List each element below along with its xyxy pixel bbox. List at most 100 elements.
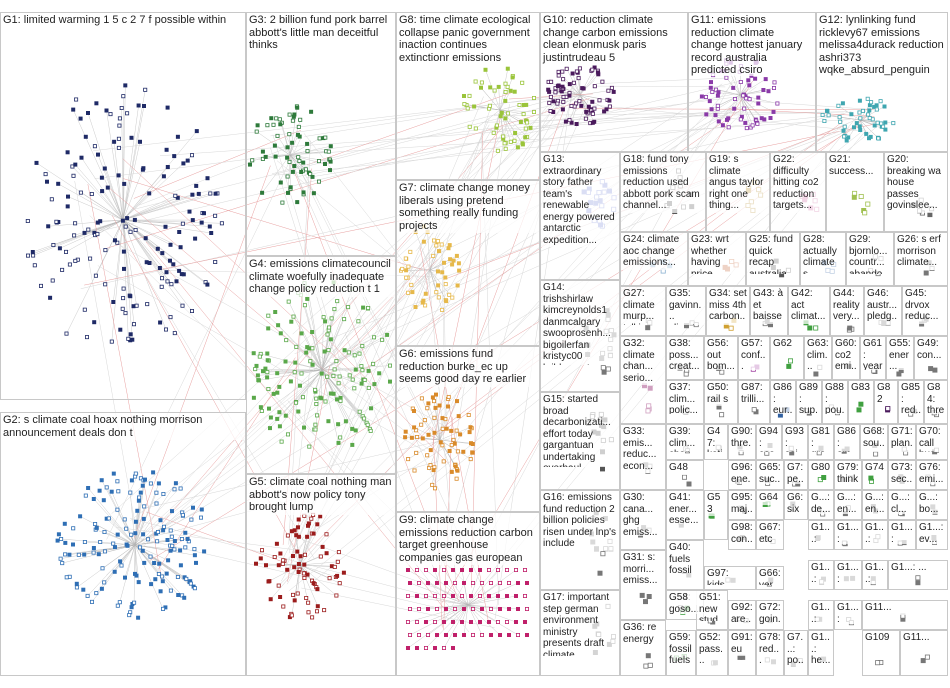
edge-g1-148 — [122, 219, 222, 224]
node-g10-15 — [571, 80, 576, 85]
node-g3-29 — [323, 135, 328, 140]
group-label-g93: G93: sai... italy... — [783, 425, 807, 452]
node-g9-43 — [416, 607, 421, 612]
node-g7-9 — [447, 292, 452, 297]
group-box-g63 — [804, 336, 832, 380]
node-g68-1 — [873, 451, 879, 457]
node-g2-26 — [142, 504, 147, 509]
group-box-g28 — [800, 232, 846, 286]
node-g8-59 — [503, 146, 508, 151]
node-g3-4 — [277, 117, 282, 122]
node-g4-79 — [322, 349, 327, 354]
node-g2-69 — [133, 519, 138, 524]
group-box-g88 — [822, 380, 848, 424]
node-g9-71 — [416, 633, 421, 638]
node-g9-6 — [459, 568, 464, 573]
node-g2-4 — [109, 489, 114, 494]
node-g3-64 — [287, 159, 292, 164]
node-g4-96 — [336, 381, 341, 386]
node-g11-63 — [725, 117, 730, 122]
group-label-gs17: G1...: he... — [809, 631, 833, 666]
group-box-g3 — [246, 12, 396, 256]
node-g83-0 — [856, 407, 862, 413]
group-box-g50 — [704, 380, 738, 424]
node-g2-145 — [81, 587, 86, 592]
node-g1-51 — [115, 240, 120, 245]
group-label-g15: G15: started broad decarbonizati... effo… — [541, 393, 619, 467]
node-g1-22 — [57, 246, 62, 251]
node-g4-41 — [323, 399, 328, 404]
node-g7-49 — [431, 253, 436, 258]
node-g9-14 — [407, 581, 412, 586]
node-g12-38 — [879, 121, 884, 126]
group-box-g19 — [706, 152, 770, 232]
node-g2-131 — [103, 549, 108, 554]
node-g1-60 — [95, 232, 100, 237]
node-g1-169 — [85, 335, 90, 340]
edge-g12-46 — [838, 105, 861, 121]
node-g12-39 — [857, 124, 862, 129]
node-g1-124 — [164, 270, 169, 275]
group-label-g71: G71: plan... — [889, 425, 915, 452]
node-g2-19 — [148, 481, 153, 486]
node-g9-79 — [488, 633, 493, 638]
node-g2-46 — [82, 540, 87, 545]
node-g1-136 — [112, 139, 117, 144]
edge-g2-32 — [134, 544, 183, 596]
edge-g9-2 — [425, 569, 469, 606]
edge-g9-88 — [443, 604, 469, 649]
group-label-g61: G61: years 5g... — [861, 337, 885, 370]
node-g4-65 — [254, 363, 259, 368]
node-g11-2 — [753, 76, 758, 81]
group-box-g80 — [808, 460, 834, 490]
node-g11-9 — [747, 97, 752, 102]
node-g15-10 — [600, 466, 606, 472]
node-g5-35 — [320, 544, 325, 549]
node-g1-140 — [208, 191, 213, 196]
node-g7-41 — [446, 246, 451, 251]
group-box-g64 — [756, 490, 784, 520]
node-g9-13 — [523, 568, 528, 573]
node-g7-2 — [436, 295, 441, 300]
edge-g4-68 — [304, 305, 323, 371]
group-label-gs2: G...: en... — [835, 491, 861, 514]
node-g12-47 — [867, 108, 872, 113]
node-g4-76 — [286, 299, 291, 304]
node-g6-52 — [468, 425, 473, 430]
node-g3-7 — [327, 168, 332, 173]
node-g11-7 — [716, 90, 721, 95]
node-g1-93 — [82, 307, 87, 312]
node-g6-35 — [441, 459, 446, 464]
node-g9-34 — [459, 594, 464, 599]
node-g4-117 — [371, 361, 376, 366]
group-box-g40 — [666, 540, 704, 590]
inter-group-edge-55 — [271, 93, 574, 175]
node-g4-16 — [275, 371, 280, 376]
group-box-gs5 — [916, 490, 948, 520]
node-g1-123 — [144, 260, 149, 265]
edge-g1-12 — [67, 196, 124, 221]
inter-group-edge-4 — [122, 158, 353, 373]
group-box-g78 — [756, 630, 784, 676]
node-g6-37 — [467, 430, 472, 435]
node-g4-68 — [302, 303, 307, 308]
node-g1-115 — [92, 320, 97, 325]
node-g1-95 — [117, 116, 122, 121]
node-g9-39 — [504, 594, 509, 599]
group-box-g70 — [916, 424, 948, 460]
node-g2-144 — [142, 477, 147, 482]
group-box-gs9 — [888, 520, 916, 550]
node-g10-27 — [548, 94, 553, 99]
node-g4-100 — [353, 367, 358, 372]
node-g1-63 — [32, 263, 37, 268]
edge-g6-28 — [435, 394, 441, 441]
edge-g2-134 — [124, 544, 136, 578]
node-g4-145 — [372, 382, 377, 387]
node-g9-25 — [506, 581, 511, 586]
node-g9-31 — [432, 594, 437, 599]
node-g8-16 — [496, 84, 501, 89]
edge-g1-116 — [81, 157, 124, 221]
node-g4-59 — [331, 373, 336, 378]
node-g5-71 — [311, 531, 316, 536]
node-g3-43 — [265, 123, 270, 128]
